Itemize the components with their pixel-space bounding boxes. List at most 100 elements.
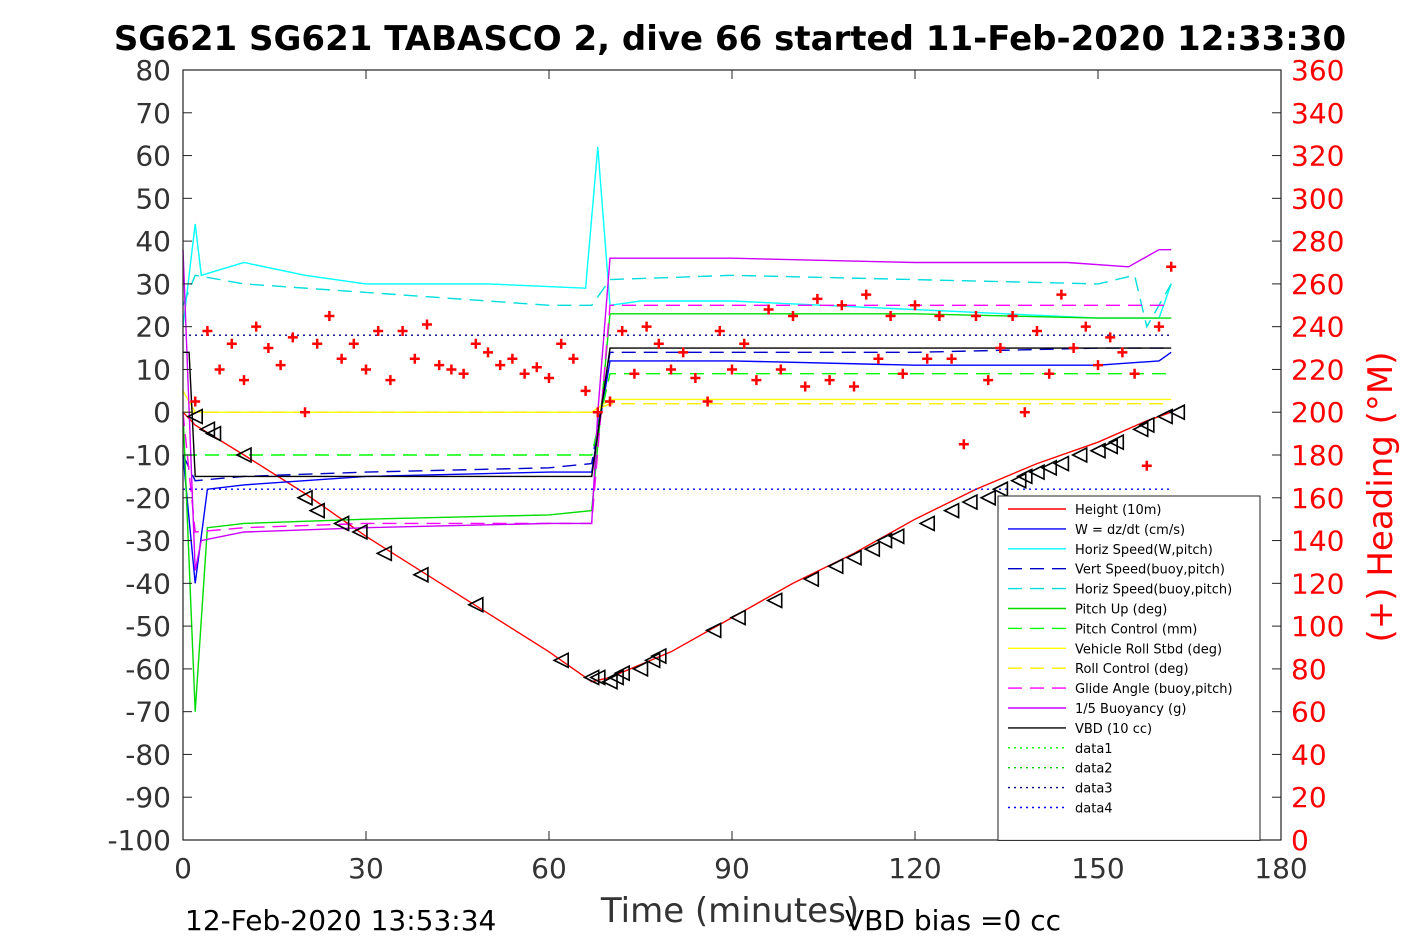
heading-marker: [995, 343, 1006, 354]
legend-label-pitch-control-mm: Pitch Control (mm): [1075, 622, 1197, 637]
heading-marker: [544, 373, 554, 383]
heading-marker: [629, 368, 640, 379]
y-tick-label: -70: [125, 696, 171, 729]
heading-marker: [873, 353, 884, 364]
series-line-vbd-10-cc: [183, 347, 1172, 478]
heading-marker: [251, 321, 262, 332]
heading-marker: [434, 360, 445, 371]
dive-marker: [186, 408, 203, 425]
y-tick-label: -40: [125, 567, 171, 600]
legend-label-data4: data4: [1075, 802, 1113, 817]
heading-marker: [653, 338, 664, 349]
dive-marker: [942, 502, 960, 519]
heading-marker: [1080, 321, 1091, 332]
heading-marker: [312, 338, 323, 349]
y-tick-label: 40: [135, 225, 171, 258]
legend-label-data2: data2: [1075, 762, 1113, 777]
dive-marker: [1016, 468, 1033, 485]
y2-tick-label: 240: [1291, 311, 1344, 344]
legend-label-vehicle-roll-stbd-deg: Vehicle Roll Stbd (deg): [1075, 642, 1222, 657]
footer-timestamp: 12-Feb-2020 13:53:34: [185, 904, 496, 937]
y2-tick-label: 340: [1291, 97, 1344, 130]
heading-marker: [666, 364, 676, 375]
y2-tick-label: 0: [1291, 824, 1309, 857]
heading-marker: [1056, 289, 1067, 300]
heading-marker: [556, 338, 567, 349]
dive-marker: [918, 515, 936, 532]
dive-marker: [991, 480, 1009, 498]
heading-marker: [910, 300, 920, 311]
series-line-horiz-speed-w-pitch: [182, 146, 1172, 327]
dive-marker: [1028, 463, 1045, 481]
heading-marker: [507, 353, 518, 364]
heading-marker: [678, 347, 689, 358]
heading-marker: [226, 338, 237, 349]
heading-marker: [531, 362, 542, 373]
heading-marker: [300, 407, 310, 418]
y-tick-label: -10: [125, 439, 171, 472]
y-tick-label: -90: [125, 781, 171, 814]
series-line-roll-control-deg: [183, 403, 1172, 413]
heading-marker: [946, 353, 957, 364]
heading-marker: [885, 310, 896, 321]
heading-marker: [1019, 407, 1030, 418]
heading-marker: [775, 364, 786, 375]
heading-marker: [849, 381, 859, 392]
y-tick-label: -80: [125, 738, 171, 771]
heading-marker: [202, 325, 213, 336]
y2-tick-label: 180: [1291, 439, 1344, 472]
heading-marker: [605, 396, 615, 407]
y2-tick-label: 300: [1291, 182, 1344, 215]
dive-marker: [351, 523, 368, 541]
heading-marker: [495, 360, 506, 371]
legend-label-roll-control-deg: Roll Control (deg): [1075, 662, 1189, 677]
dive-marker: [296, 489, 313, 507]
dive-marker: [308, 502, 326, 519]
dive-marker: [631, 660, 649, 678]
legend-label-horiz-speed-buoy-pitch: Horiz Speed(buoy,pitch): [1075, 583, 1232, 598]
dive-marker: [412, 566, 429, 584]
x-axis-label: Time (minutes): [600, 891, 859, 931]
legend-label-pitch-up-deg: Pitch Up (deg): [1075, 603, 1167, 618]
dive-marker: [1138, 416, 1155, 434]
chart-title: SG621 SG621 TABASCO 2, dive 66 started 1…: [114, 19, 1346, 59]
heading-marker: [361, 364, 371, 375]
heading-marker: [385, 375, 396, 386]
y-tick-label: -60: [125, 653, 171, 686]
y2-axis-label: (+) Heading (°M): [1361, 352, 1401, 643]
heading-marker: [934, 310, 945, 321]
y2-tick-label: 20: [1291, 781, 1327, 814]
y-tick-label: 20: [135, 311, 171, 344]
heading-marker: [1093, 360, 1103, 371]
y2-tick-label: 80: [1291, 653, 1327, 686]
heading-marker: [1141, 460, 1152, 471]
heading-marker: [263, 343, 274, 354]
legend-label-height-10m: Height (10m): [1075, 503, 1161, 518]
heading-marker: [1154, 321, 1164, 332]
heading-marker: [751, 375, 762, 386]
dive-marker: [552, 652, 570, 669]
dive-marker: [1070, 446, 1088, 464]
heading-marker: [458, 368, 469, 379]
heading-marker: [239, 375, 249, 386]
heading-marker: [1007, 310, 1018, 321]
heading-marker: [897, 368, 908, 379]
heading-marker: [812, 293, 823, 304]
dive-marker: [845, 549, 862, 566]
legend: Height (10m) W = dz/dt (cm/s) Horiz Speed(…: [997, 495, 1261, 841]
heading-marker: [336, 353, 347, 364]
x-tick-label: 180: [1254, 852, 1307, 885]
heading-marker: [1129, 368, 1140, 379]
dive-marker: [961, 493, 978, 511]
footer-vbd-bias: VBD bias =0 cc: [845, 904, 1061, 937]
heading-marker: [1117, 347, 1128, 358]
heading-marker: [1068, 343, 1079, 354]
x-tick-label: 30: [348, 852, 384, 885]
dive-marker: [204, 425, 222, 442]
dive-marker: [467, 596, 484, 614]
y2-tick-label: 320: [1291, 140, 1344, 173]
dive-marker: [826, 557, 844, 575]
heading-marker: [348, 338, 359, 349]
